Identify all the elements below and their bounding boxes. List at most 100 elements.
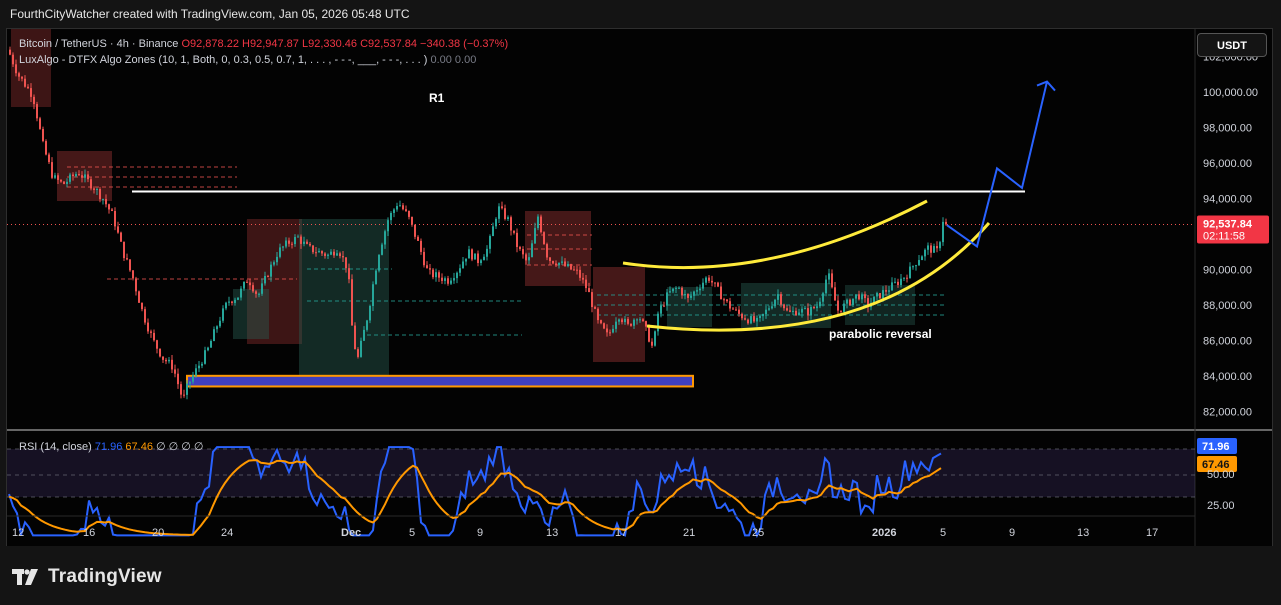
candle-body	[120, 232, 122, 242]
candle-body	[744, 318, 746, 320]
candle-body	[288, 240, 290, 244]
candle-body	[729, 301, 731, 309]
time-axis-label: Dec	[341, 527, 361, 539]
candle-body	[801, 308, 803, 313]
candle-body	[636, 319, 638, 321]
candle-body	[867, 298, 869, 308]
candle-body	[513, 230, 515, 233]
candle-body	[15, 64, 17, 74]
candle-body	[795, 310, 797, 316]
candle-body	[150, 331, 152, 333]
candle-body	[159, 348, 161, 357]
candle-body	[321, 251, 323, 254]
candle-body	[546, 244, 548, 258]
candle-body	[360, 340, 362, 357]
candle-body	[828, 273, 830, 280]
candle-body	[726, 299, 728, 302]
candle-body	[741, 313, 743, 319]
candle-body	[426, 265, 428, 269]
candle-body	[399, 205, 401, 207]
time-axis-label: 17	[615, 527, 627, 539]
candle-body	[735, 309, 737, 311]
candle-body	[453, 278, 455, 281]
candle-body	[519, 246, 521, 250]
candle-body	[111, 209, 113, 211]
rsi-ma-line	[8, 459, 942, 536]
tradingview-logo[interactable]: TradingView	[12, 566, 162, 588]
candle-body	[621, 319, 623, 323]
candle-body	[861, 294, 863, 300]
candle-body	[354, 325, 356, 350]
candle-body	[789, 310, 791, 312]
candle-body	[315, 252, 317, 254]
ohlc-low: L92,330.46	[301, 38, 358, 50]
symbol-label[interactable]: Bitcoin / TetherUS · 4h · Binance	[19, 38, 179, 50]
candle-body	[732, 308, 734, 310]
candle-body	[879, 293, 881, 299]
rsi-label[interactable]: RSI (14, close)	[19, 441, 92, 453]
rsi-band	[7, 449, 1195, 497]
candle-body	[183, 394, 185, 396]
candle-body	[480, 260, 482, 264]
candle-body	[639, 319, 641, 321]
candle-body	[63, 181, 65, 184]
candle-body	[78, 174, 80, 176]
currency-button[interactable]: USDT	[1197, 33, 1267, 57]
candle-body	[786, 308, 788, 311]
time-axis-label: 16	[83, 527, 95, 539]
candle-body	[156, 340, 158, 349]
candle-body	[882, 290, 884, 299]
time-axis-label: 12	[12, 527, 24, 539]
candle-body	[900, 278, 902, 285]
candle-body	[327, 254, 329, 256]
time-axis-label: 17	[1146, 527, 1158, 539]
candle-body	[387, 220, 389, 232]
candle-body	[756, 317, 758, 322]
candle-body	[855, 294, 857, 299]
candle-body	[681, 287, 683, 296]
candle-body	[90, 179, 92, 189]
candle-body	[846, 299, 848, 304]
candle-body	[186, 383, 188, 395]
candle-body	[651, 341, 653, 346]
candle-body	[27, 86, 29, 89]
candle-body	[375, 270, 377, 285]
candle-body	[714, 282, 716, 284]
candle-body	[705, 277, 707, 283]
price-scale-label: 96,000.00	[1203, 158, 1252, 170]
header-title: FourthCityWatcher created with TradingVi…	[10, 7, 410, 21]
candle-body	[243, 281, 245, 289]
candle-body	[654, 331, 656, 346]
candle-body	[204, 350, 206, 364]
candle-body	[255, 291, 257, 294]
candle-body	[195, 368, 197, 376]
candle-body	[114, 210, 116, 227]
candle-body	[915, 265, 917, 267]
candle-body	[894, 281, 896, 283]
candle-body	[456, 272, 458, 279]
candle-body	[525, 254, 527, 261]
candle-body	[630, 323, 632, 326]
candles	[9, 46, 947, 400]
candle-body	[759, 316, 761, 318]
rsi-value: 71.96	[1202, 441, 1230, 453]
candle-body	[123, 241, 125, 259]
candle-body	[780, 294, 782, 305]
candle-body	[459, 268, 461, 273]
candle-body	[933, 246, 935, 253]
candle-body	[570, 264, 572, 270]
candle-body	[138, 291, 140, 303]
candle-body	[528, 257, 530, 261]
indicator-label[interactable]: LuxAlgo - DTFX Algo Zones (10, 1, Both, …	[19, 54, 428, 66]
candle-body	[816, 306, 818, 309]
candle-body	[540, 216, 542, 233]
candle-body	[516, 232, 518, 247]
candle-body	[102, 199, 104, 201]
candle-body	[264, 275, 266, 284]
candle-body	[645, 321, 647, 327]
candle-body	[813, 307, 815, 309]
indicator-values: 0.00 0.00	[430, 54, 477, 66]
candle-body	[237, 297, 239, 300]
